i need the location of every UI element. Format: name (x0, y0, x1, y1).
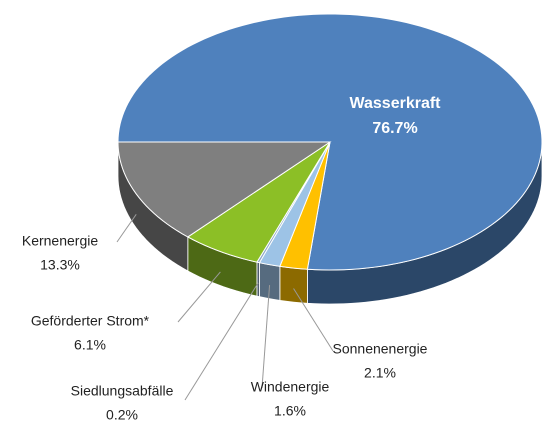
value-label: 0.2% (106, 407, 138, 423)
value-label: 6.1% (74, 337, 106, 353)
value-label: 13.3% (40, 257, 80, 273)
leader-line (177, 271, 221, 323)
slice (186, 141, 331, 263)
value-label: 2.1% (364, 365, 396, 381)
slice-label: Siedlungsabfälle (71, 383, 174, 399)
slice (117, 13, 543, 271)
leader-line (261, 285, 271, 389)
value-label: 76.7% (372, 120, 417, 137)
slice-label: Windenergie (251, 379, 330, 395)
slice-side (279, 265, 308, 304)
slice-label: Geförderter Strom* (31, 313, 150, 329)
value-label: 1.6% (274, 403, 306, 419)
leader-line (184, 282, 259, 401)
slice-side (259, 262, 281, 301)
slice-label: Sonnenenergie (333, 341, 428, 357)
slice-label: Kernenergie (22, 233, 98, 249)
slice-label: Wasserkraft (349, 95, 441, 112)
leader-line (293, 288, 334, 352)
slice (117, 141, 332, 238)
leader-line (116, 214, 137, 243)
